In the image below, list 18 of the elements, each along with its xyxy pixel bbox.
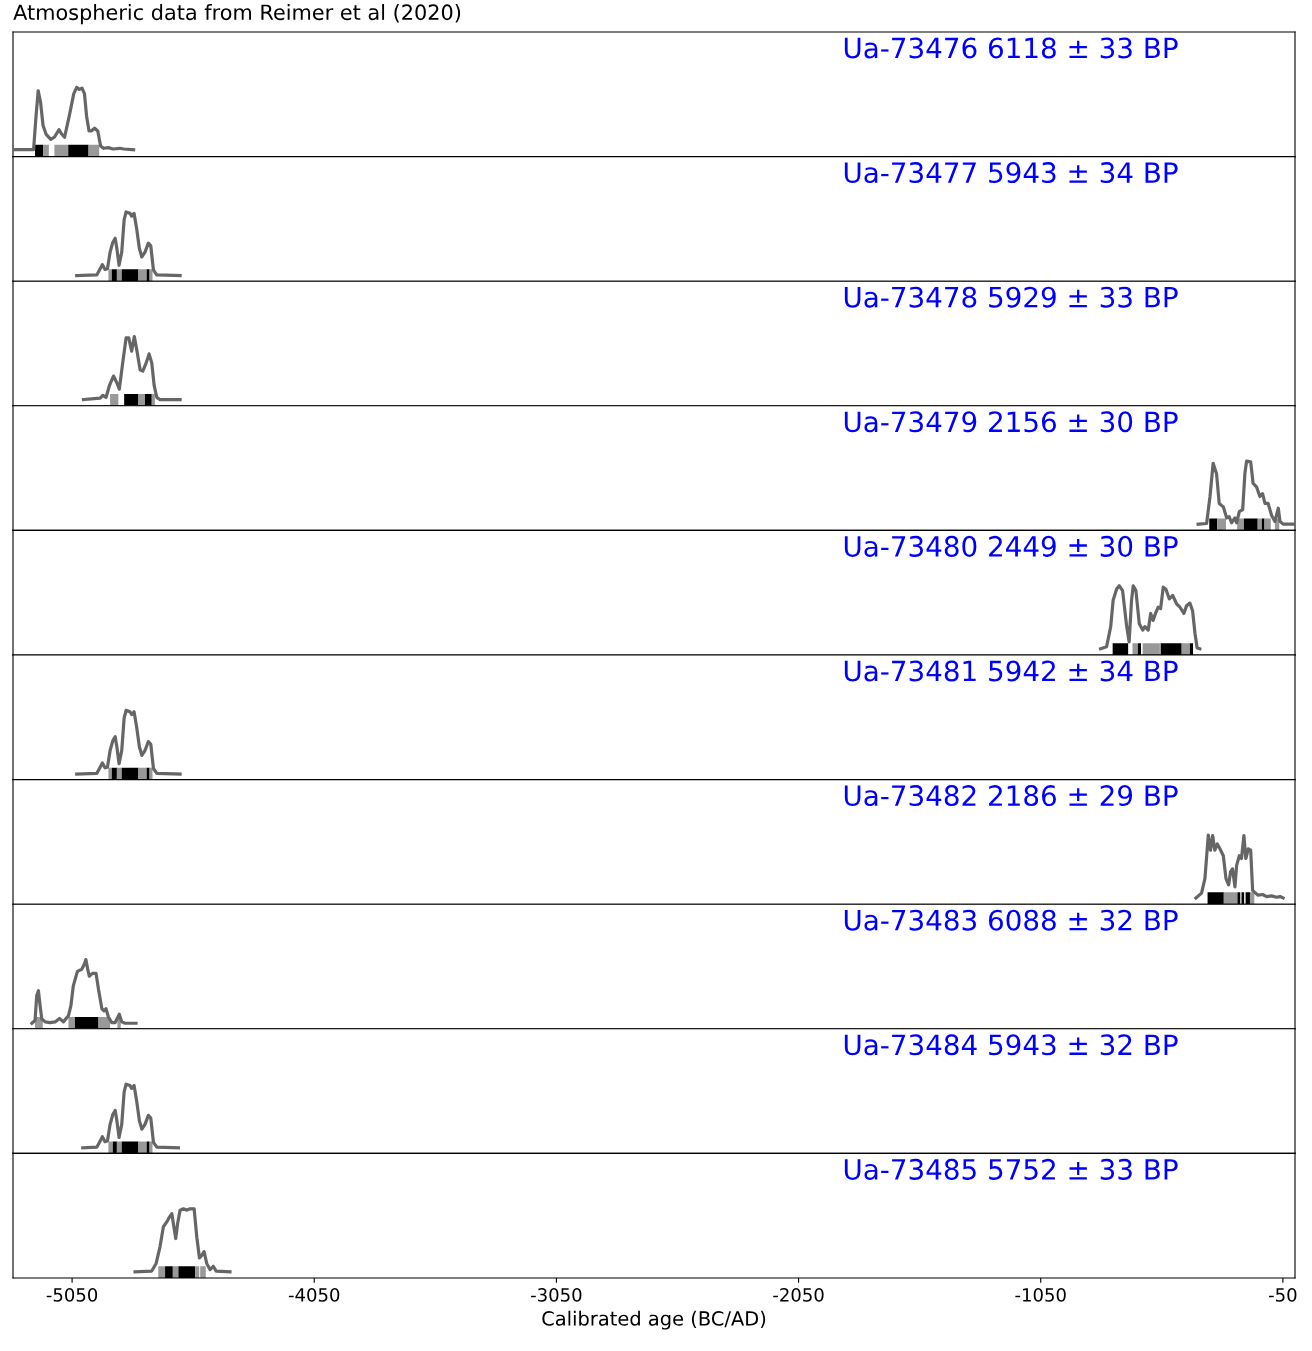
chart-title: Ua-73481 5942 ± 34 BP [844,660,1178,682]
x-tick-label: -5050 [46,1288,98,1302]
x-tick-label: -2050 [773,1288,824,1302]
chart-title: Ua-73479 2156 ± 30 BP [844,411,1178,433]
chart-title: Ua-73483 6088 ± 32 BP [844,909,1178,931]
chart-title: Ua-73476 6118 ± 33 BP [844,37,1178,59]
x-tick-label: -3050 [531,1288,582,1302]
text: Atmospheric data from Reimer et al (2020) [13,4,461,25]
x-tick-label: -4050 [288,1288,340,1302]
chart-title: Ua-73480 2449 ± 30 BP [844,535,1178,557]
chart-title: Ua-73478 5929 ± 33 BP [844,286,1178,308]
chart-title: Ua-73484 5943 ± 32 BP [844,1034,1178,1056]
chart-title: Ua-73482 2186 ± 29 BP [844,785,1178,807]
x-tick-label: -1050 [1015,1288,1066,1302]
chart-title: Ua-73485 5752 ± 33 BP [844,1158,1178,1180]
x-tick-label: -50 [1269,1288,1297,1302]
x-axis-title: Calibrated age (BC/AD) [542,1310,766,1330]
chart-title: Ua-73477 5943 ± 34 BP [844,162,1178,184]
